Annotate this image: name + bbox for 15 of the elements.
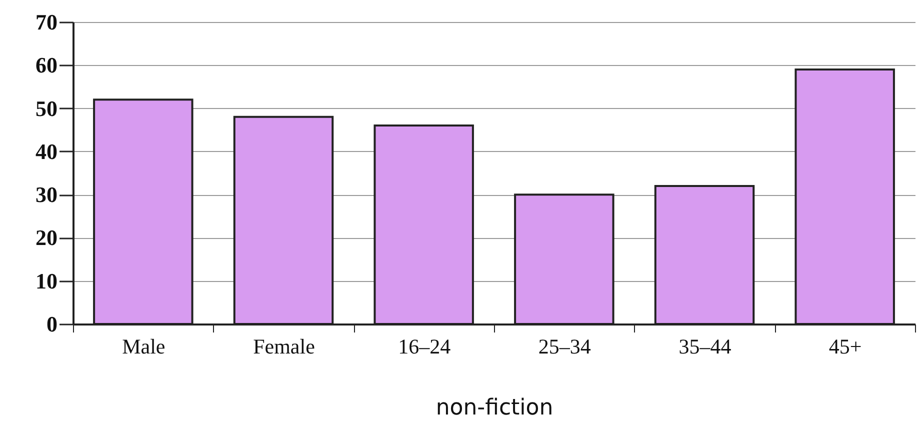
x-tick-label: 16–24 (398, 334, 452, 358)
y-tick-label: 20 (36, 225, 58, 250)
y-tick-label: 0 (46, 312, 58, 336)
y-tick-label: 10 (36, 268, 58, 294)
y-tick-label: 50 (36, 96, 58, 121)
x-tick-label: 25–34 (538, 334, 592, 358)
x-tick-label: 45+ (828, 334, 862, 358)
y-tick-label: 70 (36, 10, 58, 34)
x-tick-label: 35–44 (678, 334, 732, 358)
y-tick-label: 40 (36, 138, 58, 164)
x-axis-title: non-fiction (436, 396, 554, 420)
y-tick-label: 60 (36, 52, 58, 78)
y-tick-label: 30 (36, 182, 58, 208)
x-tick-label: Male (122, 334, 166, 358)
x-tick-label: Female (253, 334, 315, 358)
